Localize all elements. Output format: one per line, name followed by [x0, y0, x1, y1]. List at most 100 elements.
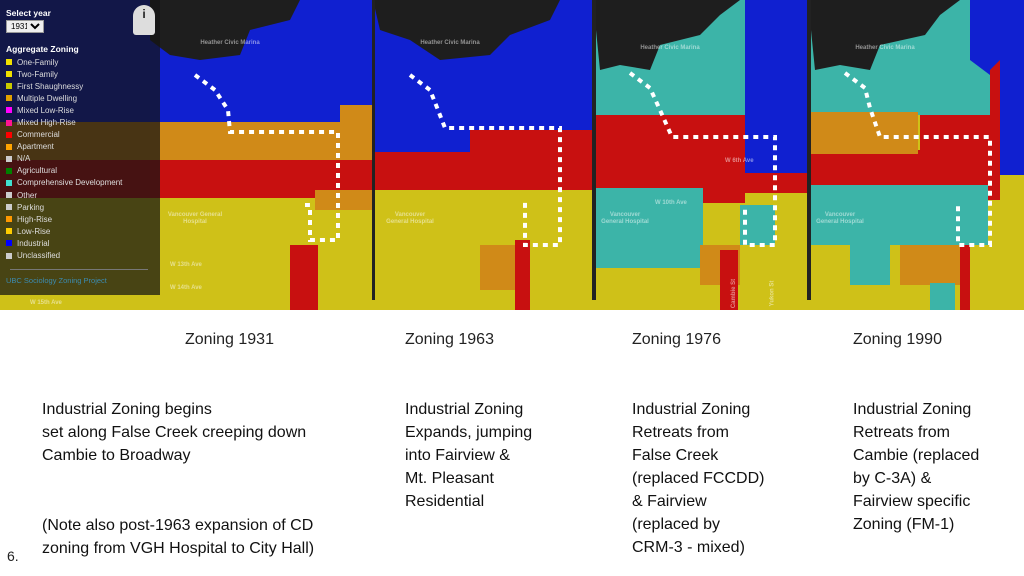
description-line: Zoning (FM-1) — [853, 516, 955, 533]
legend-list: One-Family Two-Family First Shaughnessy Mul… — [6, 56, 122, 262]
map-label-cambie: Cambie St — [731, 278, 738, 309]
legend-item: Low-Rise — [6, 225, 122, 237]
legend-swatch — [6, 119, 12, 126]
legend-swatch — [6, 228, 12, 235]
map-1963 — [372, 0, 593, 310]
map-label-marina: Heather Civic Marina — [420, 40, 480, 46]
legend-item: Apartment — [6, 141, 122, 153]
legend-swatch — [6, 107, 12, 114]
description-line: Retreats from — [853, 424, 950, 441]
description-note: (Note also post-1963 expansion of CD zoni… — [42, 514, 314, 560]
legend-swatch — [6, 83, 12, 90]
map-label-w15: W 15th Ave — [30, 300, 62, 306]
legend-item-label: Mixed High-Rise — [17, 118, 76, 128]
description-line: (replaced FCCDD) — [632, 470, 765, 487]
legend-item-label: Agricultural — [17, 166, 58, 176]
description-line: into Fairview & — [405, 447, 510, 464]
map-label-hospital: Vancouver General Hospital — [386, 212, 434, 225]
map-label-hospital: Vancouver General Hospital — [167, 212, 223, 225]
legend-item-label: Unclassified — [17, 251, 61, 261]
description-line: Industrial Zoning — [405, 401, 524, 418]
slide-number: 6. — [7, 548, 19, 564]
map-label-w14: W 14th Ave — [170, 285, 202, 291]
description-line: Residential — [405, 493, 485, 510]
select-year-label: Select year — [6, 8, 51, 18]
legend-item: Multiple Dwelling — [6, 92, 122, 104]
legend-item-label: Multiple Dwelling — [17, 93, 78, 103]
legend-item: One-Family — [6, 56, 122, 68]
legend-item: Two-Family — [6, 68, 122, 80]
legend-swatch — [6, 240, 12, 247]
map-label-w6: W 6th Ave — [725, 158, 754, 164]
map-1976 — [592, 0, 808, 310]
legend-item-label: Commercial — [17, 130, 60, 140]
legend-swatch — [6, 192, 12, 199]
legend-item-label: N/A — [17, 154, 31, 164]
description-line: Industrial Zoning — [632, 401, 751, 418]
caption-1990: Zoning 1990 — [853, 331, 942, 348]
legend-swatch — [6, 252, 12, 259]
map-label-hospital: Vancouver General Hospital — [816, 212, 864, 225]
map-label-marina: Heather Civic Marina — [640, 45, 700, 51]
info-icon[interactable]: i — [133, 5, 155, 35]
year-select[interactable]: 1931 — [6, 20, 44, 33]
legend-title: Aggregate Zoning — [6, 44, 79, 54]
legend-swatch — [6, 143, 12, 150]
legend-swatch — [6, 59, 12, 66]
legend-swatch — [6, 204, 12, 211]
legend-item-label: Apartment — [17, 142, 54, 152]
map-1990 — [807, 0, 1024, 310]
description-line: Industrial Zoning — [853, 401, 972, 418]
description-1990: Industrial Zoning Retreats from Cambie (re… — [853, 398, 979, 536]
description-line: Cambie to Broadway — [42, 447, 191, 464]
legend-item: First Shaughnessy — [6, 80, 122, 92]
divider — [10, 269, 148, 270]
description-line: (replaced by — [632, 516, 721, 533]
description-1963: Industrial Zoning Expands, jumping into Fa… — [405, 398, 532, 513]
legend-swatch — [6, 95, 12, 102]
map-label-marina: Heather Civic Marina — [855, 45, 915, 51]
legend-item-label: Other — [17, 190, 38, 200]
description-line: set along False Creek creeping down — [42, 424, 307, 441]
legend-swatch — [6, 131, 12, 138]
legend-item-label: Industrial — [17, 238, 50, 248]
legend-item: Mixed High-Rise — [6, 116, 122, 128]
description-1931: Industrial Zoning begins set along False … — [42, 398, 306, 467]
legend-item: High-Rise — [6, 213, 122, 225]
map-label-w13: W 13th Ave — [170, 262, 202, 268]
legend-item: Commercial — [6, 129, 122, 141]
legend-item-label: Mixed Low-Rise — [17, 105, 74, 115]
description-line: Industrial Zoning begins — [42, 401, 212, 418]
ubc-project-link[interactable]: UBC Sociology Zoning Project — [6, 276, 107, 285]
legend-panel: Select year 1931 Aggregate Zoning One-Fa… — [0, 0, 160, 295]
caption-1931: Zoning 1931 — [185, 331, 274, 348]
map-label-w10: W 10th Ave — [655, 200, 687, 206]
legend-item: Parking — [6, 201, 122, 213]
legend-item: Industrial — [6, 237, 122, 249]
legend-item-label: One-Family — [17, 57, 59, 67]
legend-item-label: First Shaughnessy — [17, 81, 84, 91]
map-label-hospital: Vancouver General Hospital — [601, 212, 649, 225]
description-line: False Creek — [632, 447, 719, 464]
legend-item-label: Comprehensive Development — [17, 178, 123, 188]
legend-item: N/A — [6, 153, 122, 165]
description-1976: Industrial Zoning Retreats from False Cree… — [632, 398, 764, 559]
description-line: zoning from VGH Hospital to City Hall) — [42, 540, 315, 557]
description-line: Retreats from — [632, 424, 729, 441]
legend-item: Comprehensive Development — [6, 177, 122, 189]
description-line: Fairview specific — [853, 493, 971, 510]
legend-item-label: High-Rise — [17, 214, 53, 224]
legend-swatch — [6, 71, 12, 78]
description-line: Cambie (replaced — [853, 447, 980, 464]
legend-swatch — [6, 167, 12, 174]
description-line: by C-3A) & — [853, 470, 932, 487]
description-line: & Fairview — [632, 493, 707, 510]
legend-swatch — [6, 155, 12, 162]
description-line: CRM-3 - mixed) — [632, 539, 745, 556]
caption-1976: Zoning 1976 — [632, 331, 721, 348]
legend-item: Unclassified — [6, 250, 122, 262]
description-line: (Note also post-1963 expansion of CD — [42, 517, 314, 534]
legend-item: Mixed Low-Rise — [6, 104, 122, 116]
description-line: Mt. Pleasant — [405, 470, 494, 487]
legend-item-label: Low-Rise — [17, 226, 51, 236]
